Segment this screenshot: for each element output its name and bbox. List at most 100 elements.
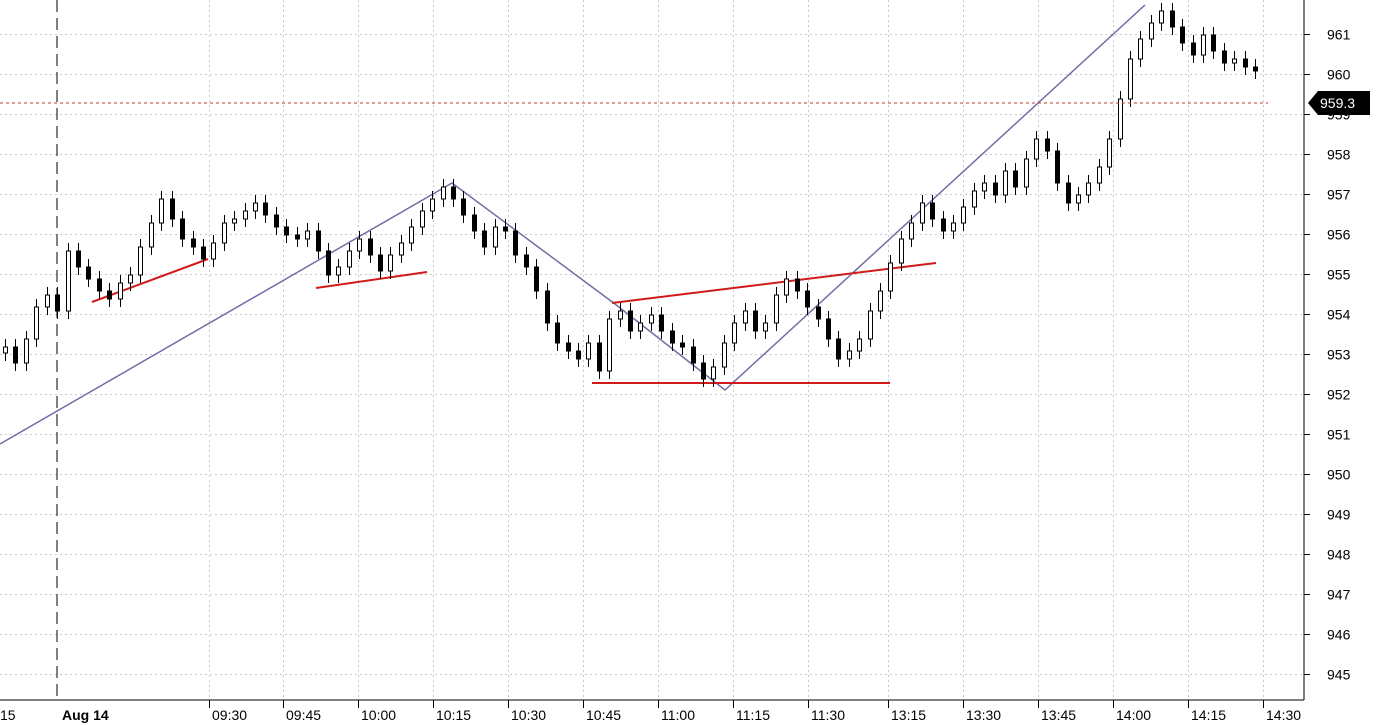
candle (243, 203, 248, 227)
candle (66, 243, 71, 319)
y-tick-label: 945 (1327, 667, 1351, 683)
candle-body-down (1045, 138, 1050, 152)
x-tick-label: 14:15 (1191, 707, 1226, 723)
candle-body-up (420, 210, 425, 228)
candle (586, 335, 591, 367)
candle (326, 243, 331, 283)
candle (1211, 27, 1216, 59)
candle (399, 235, 404, 263)
candle (805, 283, 810, 315)
candle-body-up (409, 226, 414, 244)
x-axis-ticks: 15 Aug 14 09:30 09:45 10:00 10:15 10:30 10:45 11… (0, 700, 1301, 723)
candle-body-down (836, 338, 841, 360)
candle-body-up (305, 230, 310, 240)
candle (909, 215, 914, 247)
candle-body-down (76, 250, 81, 268)
candle-body-up (222, 222, 227, 244)
last-price-value: 959.3 (1320, 95, 1355, 111)
candle (316, 223, 321, 259)
candle-body-up (722, 342, 727, 368)
candle (941, 211, 946, 239)
candle-body-up (430, 198, 435, 212)
x-tick-label: 11:15 (736, 707, 770, 723)
candle-body-down (378, 254, 383, 272)
candle-body-up (441, 186, 446, 200)
candle-body-up (347, 250, 352, 268)
candle (232, 211, 237, 231)
candle (159, 191, 164, 231)
candle (836, 331, 841, 367)
candle-body-up (1159, 10, 1164, 24)
candle (430, 191, 435, 219)
candle-body-up (878, 290, 883, 312)
candle-body-down (701, 362, 706, 380)
y-tick-label: 956 (1327, 227, 1351, 243)
candle (1024, 151, 1029, 195)
candle-body-up (1232, 58, 1237, 64)
candle (732, 315, 737, 351)
candle-body-down (263, 202, 268, 216)
candle-body-down (191, 238, 196, 248)
y-tick-label: 951 (1327, 427, 1351, 443)
x-tick-label: 10:30 (511, 707, 546, 723)
candle-body-down (316, 230, 321, 252)
candle (1243, 51, 1248, 75)
candle-body-down (451, 186, 456, 200)
candle (347, 243, 352, 275)
candle-body-up (586, 342, 591, 360)
candle-body-down (670, 330, 675, 344)
candle-body-up (961, 206, 966, 224)
candle-body-up (1076, 194, 1081, 204)
candle (1076, 187, 1081, 211)
candle (201, 239, 206, 267)
candle (743, 303, 748, 331)
candle-body-up (857, 338, 862, 352)
candle-body-up (1024, 158, 1029, 188)
candle-body-up (66, 250, 71, 312)
candle (378, 247, 383, 279)
candle (576, 343, 581, 367)
candle-body-down (628, 310, 633, 332)
candle (388, 247, 393, 279)
candle (513, 223, 518, 263)
candle-body-down (461, 198, 466, 216)
x-tick-label: 13:45 (1041, 707, 1076, 723)
blue-zigzag-trendline (0, 4, 1146, 445)
candle (3, 339, 8, 361)
candle-body-down (805, 290, 810, 308)
candle (628, 303, 633, 339)
candle (1191, 35, 1196, 63)
candle (659, 307, 664, 339)
candle (409, 219, 414, 251)
candle (274, 207, 279, 235)
candle (128, 267, 133, 291)
candle-body-up (1149, 22, 1154, 40)
candle (86, 259, 91, 287)
candle-body-down (524, 254, 529, 268)
y-tick-label: 946 (1327, 627, 1351, 643)
candle (972, 183, 977, 215)
candle (1201, 27, 1206, 63)
candle-body-down (180, 218, 185, 240)
candle (847, 343, 852, 367)
candle-body-down (55, 294, 60, 312)
candle-body-up (607, 318, 612, 372)
candle-body-down (941, 218, 946, 232)
candle (566, 335, 571, 359)
candle-body-down (545, 290, 550, 324)
x-tick-label: 10:45 (586, 707, 621, 723)
candle (1055, 143, 1060, 191)
candle-body-down (13, 346, 18, 364)
candle (899, 231, 904, 271)
last-price-tag: 959.3 (1308, 91, 1370, 115)
candle (13, 339, 18, 371)
candle (774, 287, 779, 331)
candle (555, 315, 560, 351)
x-tick-label: 14:30 (1266, 707, 1301, 723)
candle (138, 239, 143, 283)
candle-body-up (399, 242, 404, 256)
candle (784, 271, 789, 303)
candle-body-up (45, 294, 50, 308)
candle (222, 215, 227, 251)
